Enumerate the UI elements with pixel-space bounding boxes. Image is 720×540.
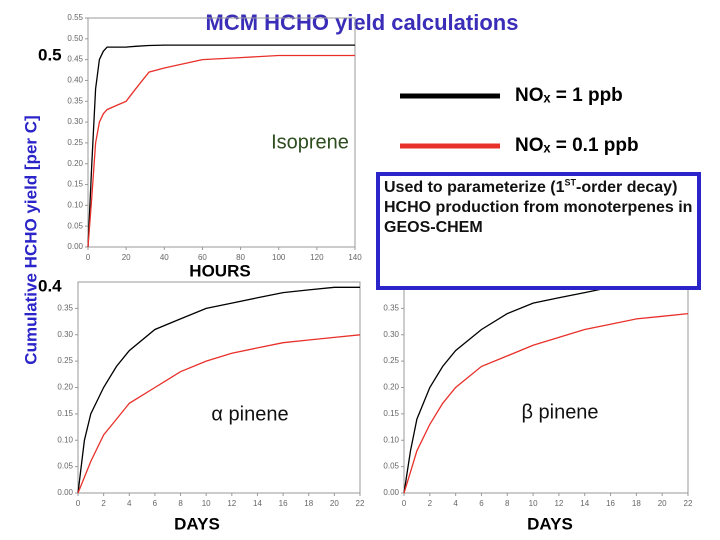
- y-tick-label: 0.30: [67, 117, 83, 126]
- annotation: 0.4: [38, 276, 62, 295]
- y-tick-label: 0.00: [67, 242, 83, 251]
- series-line: [77, 334, 361, 494]
- chart-label: α pinene: [211, 403, 288, 425]
- x-tick-label: 100: [272, 253, 286, 262]
- x-tick-label: 18: [304, 499, 313, 508]
- y-tick-label: 0.30: [383, 330, 399, 339]
- chart-label: Isoprene: [271, 131, 349, 153]
- y-tick-label: 0.20: [383, 383, 399, 392]
- plot-frame: [403, 281, 689, 494]
- series-line: [403, 312, 689, 494]
- y-tick-label: 0.15: [383, 409, 399, 418]
- note-text: Used to parameterize (1: [384, 179, 565, 196]
- series-line: [403, 281, 688, 494]
- y-tick-label: 0.25: [57, 356, 73, 365]
- y-axis-label: Cumulative HCHO yield [per C]: [21, 115, 40, 364]
- note-superscript: ST: [564, 177, 577, 188]
- x-tick-label: 12: [554, 499, 563, 508]
- x-tick-label: 2: [101, 499, 106, 508]
- x-tick-label: 16: [606, 499, 615, 508]
- plot-frame: [87, 17, 356, 248]
- x-tick-label: 20: [330, 499, 339, 508]
- y-tick-label: 0.10: [67, 200, 83, 209]
- x-tick-label: 120: [310, 253, 324, 262]
- y-tick-label: 0.40: [67, 76, 83, 85]
- x-tick-label: 14: [253, 499, 262, 508]
- y-tick-label: 0.50: [67, 34, 83, 43]
- y-tick-label: 0.05: [67, 221, 83, 230]
- x-tick-label: 6: [153, 499, 158, 508]
- x-axis-label: DAYS: [527, 514, 573, 533]
- x-tick-label: 6: [479, 499, 484, 508]
- y-tick-label: 0.35: [57, 303, 73, 312]
- y-tick-label: 0.35: [383, 303, 399, 312]
- y-tick-label: 0.15: [67, 180, 83, 189]
- x-tick-label: 10: [529, 499, 538, 508]
- x-tick-label: 14: [580, 499, 589, 508]
- y-tick-label: 0.35: [67, 96, 83, 105]
- y-tick-label: 0.30: [57, 330, 73, 339]
- chart-label: β pinene: [521, 401, 598, 423]
- x-tick-label: 16: [279, 499, 288, 508]
- x-tick-label: 0: [76, 499, 81, 508]
- x-tick-label: 22: [684, 499, 693, 508]
- y-tick-label: 0.00: [383, 488, 399, 497]
- x-tick-label: 2: [428, 499, 433, 508]
- legend-label: NOₓ = 0.1 ppb: [515, 135, 639, 156]
- x-axis-label: DAYS: [174, 514, 220, 533]
- x-tick-label: 8: [178, 499, 183, 508]
- series-line: [87, 44, 355, 248]
- x-tick-label: 20: [122, 253, 131, 262]
- x-tick-label: 10: [202, 499, 211, 508]
- y-tick-label: 0.45: [67, 55, 83, 64]
- annotation: 0.5: [38, 45, 62, 64]
- x-tick-label: 8: [505, 499, 510, 508]
- y-tick-label: 0.05: [57, 462, 73, 471]
- y-tick-label: 0.25: [67, 138, 83, 147]
- slide-title: MCM HCHO yield calculations: [206, 10, 519, 35]
- x-tick-label: 0: [86, 253, 91, 262]
- x-tick-label: 20: [658, 499, 667, 508]
- y-tick-label: 0.00: [57, 488, 73, 497]
- y-tick-label: 0.20: [57, 383, 73, 392]
- series-line: [77, 286, 360, 494]
- x-tick-label: 4: [453, 499, 458, 508]
- note-text: -order decay) HCHO production from monot…: [384, 179, 693, 236]
- legend-label: NOₓ = 1 ppb: [515, 85, 623, 106]
- series-line: [87, 54, 355, 248]
- y-tick-label: 0.15: [57, 409, 73, 418]
- x-tick-label: 18: [632, 499, 641, 508]
- x-tick-label: 60: [198, 253, 207, 262]
- y-tick-label: 0.25: [383, 356, 399, 365]
- y-tick-label: 0.20: [67, 159, 83, 168]
- x-axis-label: HOURS: [189, 261, 250, 280]
- y-tick-label: 0.10: [383, 435, 399, 444]
- note-box: Used to parameterize (1ST-order decay) H…: [376, 172, 701, 290]
- y-tick-label: 0.10: [57, 435, 73, 444]
- x-tick-label: 80: [236, 253, 245, 262]
- x-tick-label: 4: [127, 499, 132, 508]
- plot-frame: [77, 281, 361, 494]
- x-tick-label: 140: [348, 253, 362, 262]
- x-tick-label: 22: [356, 499, 365, 508]
- x-tick-label: 40: [160, 253, 169, 262]
- y-tick-label: 0.05: [383, 462, 399, 471]
- x-tick-label: 0: [402, 499, 407, 508]
- y-tick-label: 0.55: [67, 13, 83, 22]
- x-tick-label: 12: [227, 499, 236, 508]
